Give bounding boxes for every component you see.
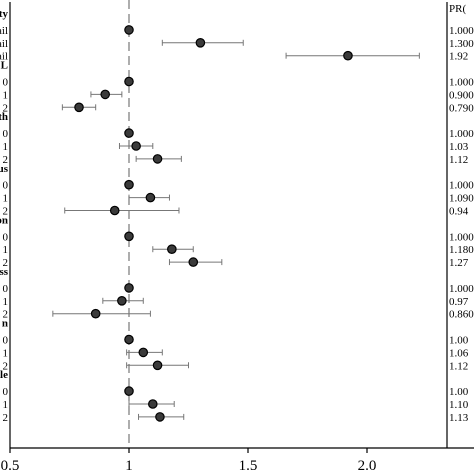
pr-value-label: 0.860 — [449, 309, 474, 321]
pr-value-label: 1.13 — [449, 412, 469, 424]
row-label: 0 — [3, 283, 9, 295]
pr-value-label: 1.000 — [449, 25, 474, 37]
labels: tyail1.000ail1.300ail1.92L01.00010.90020… — [0, 8, 474, 424]
pr-point — [152, 154, 163, 164]
group-label: ss — [0, 266, 9, 278]
row-label: ail — [0, 25, 8, 37]
pr-value-label: 1.000 — [449, 180, 474, 192]
row-label: 0 — [3, 128, 9, 140]
pr-point — [124, 231, 134, 242]
pr-point — [100, 89, 110, 100]
row-label: ail — [0, 38, 8, 50]
row-label: 1 — [3, 399, 9, 411]
pr-value-label: 0.97 — [449, 296, 469, 308]
x-tick-label: 0.5 — [1, 458, 20, 474]
row-label: ail — [0, 51, 8, 63]
pr-point — [188, 257, 199, 267]
row-label: 2 — [3, 154, 9, 166]
pr-point — [124, 128, 134, 138]
row-label: 2 — [3, 206, 9, 218]
row-label: 0 — [3, 231, 9, 243]
pr-point — [167, 244, 177, 254]
row-label: 2 — [3, 360, 9, 372]
group-label: n — [2, 318, 8, 330]
pr-point — [124, 179, 134, 190]
pr-value-label: 0.94 — [449, 206, 469, 218]
row-label: 2 — [3, 309, 9, 321]
pr-value-label: 1.000 — [449, 283, 474, 295]
pr-point — [131, 141, 141, 151]
data-marks — [52, 25, 420, 422]
pr-point — [124, 386, 134, 396]
pr-point — [109, 205, 120, 216]
group-label: ty — [0, 8, 8, 20]
row-label: 2 — [3, 257, 9, 269]
pr-value-label: 1.27 — [449, 257, 469, 269]
pr-point — [90, 308, 101, 319]
pr-value-label: 1.090 — [449, 193, 474, 205]
row-label: 2 — [3, 102, 9, 114]
pr-point — [155, 412, 165, 422]
pr-point — [138, 347, 149, 358]
pr-value-label: 1.12 — [449, 154, 468, 166]
pr-point — [124, 25, 134, 35]
row-label: 2 — [3, 412, 9, 424]
pr-value-label: 1.00 — [449, 335, 469, 347]
x-tick-label: 2.0 — [358, 458, 377, 474]
pr-value-label: 1.12 — [449, 360, 468, 372]
row-label: 1 — [3, 244, 9, 256]
pr-point — [124, 76, 134, 87]
row-label: 1 — [3, 89, 9, 101]
pr-point — [117, 295, 127, 306]
pr-column-header: PR( — [449, 3, 466, 15]
group-label: L — [1, 60, 8, 72]
pr-point — [343, 50, 353, 61]
pr-point — [145, 192, 156, 203]
group-label: on — [0, 214, 8, 226]
pr-value-label: 1.92 — [449, 51, 468, 63]
pr-point — [124, 334, 134, 345]
group-label: th — [0, 111, 8, 123]
row-label: 1 — [3, 193, 9, 205]
pr-value-label: 0.900 — [449, 89, 474, 101]
pr-value-label: 1.000 — [449, 231, 474, 243]
pr-value-label: 1.10 — [449, 399, 469, 411]
pr-value-label: 1.00 — [449, 386, 469, 398]
pr-value-label: 1.000 — [449, 128, 474, 140]
row-label: 0 — [3, 386, 9, 398]
row-label: 0 — [3, 77, 9, 89]
group-label: us — [0, 163, 9, 175]
pr-point — [148, 399, 158, 409]
row-label: 1 — [3, 347, 9, 359]
x-tick-label: 1.5 — [239, 458, 258, 474]
row-label: 0 — [3, 180, 9, 192]
pr-value-label: 1.300 — [449, 38, 474, 50]
x-tick-label: 1 — [125, 458, 133, 474]
row-label: 1 — [3, 141, 9, 153]
pr-value-label: 1.06 — [449, 347, 469, 359]
row-label: 1 — [3, 296, 9, 308]
pr-value-label: 1.000 — [449, 77, 474, 89]
pr-point — [152, 360, 163, 371]
pr-point — [74, 102, 84, 113]
pr-point — [195, 37, 206, 48]
pr-point — [124, 283, 134, 293]
group-label: le — [0, 369, 8, 381]
pr-value-label: 0.790 — [449, 102, 474, 114]
pr-value-label: 1.180 — [449, 244, 474, 256]
pr-value-label: 1.03 — [449, 141, 469, 153]
row-label: 0 — [3, 335, 9, 347]
